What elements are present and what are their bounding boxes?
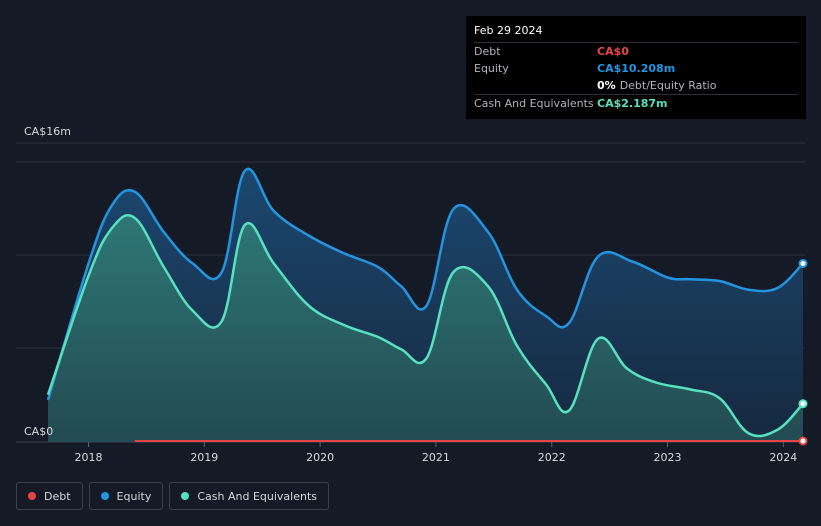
equity-line [46, 167, 804, 401]
legend-dot-equity-icon [100, 492, 109, 500]
x-tick-label: 2019 [190, 451, 218, 464]
tooltip-row-debt: Debt CA$0 [474, 42, 798, 60]
chart-legend: Debt Equity Cash And Equivalents [16, 482, 329, 510]
x-tick-label: 2021 [422, 451, 450, 464]
tooltip-label-equity: Equity [474, 62, 509, 75]
tooltip-row-cash: Cash And Equivalents CA$2.187m [474, 94, 798, 112]
tooltip-row-equity: Equity CA$10.208m [474, 60, 798, 77]
x-tick-label: 2023 [654, 451, 682, 464]
x-tick-label: 2020 [306, 451, 334, 464]
tooltip-value-debt: CA$0 [597, 45, 629, 58]
tooltip-label-debt: Debt [474, 45, 501, 58]
cash-area [48, 215, 803, 442]
cash-end-marker [798, 399, 808, 409]
legend-label-cash: Cash And Equivalents [197, 489, 317, 503]
tooltip-label-ratio [474, 78, 597, 94]
legend-item-debt[interactable]: Debt [16, 482, 83, 510]
legend-label-debt: Debt [44, 489, 71, 503]
tooltip-row-ratio: 0% Debt/Equity Ratio [474, 77, 798, 94]
cash-line [46, 214, 804, 438]
debt-end-marker [798, 436, 808, 446]
legend-label-equity: Equity [116, 489, 152, 503]
tooltip-label-cash: Cash And Equivalents [474, 97, 594, 110]
equity-end-marker [798, 259, 808, 268]
tooltip-ratio-text: Debt/Equity Ratio [619, 79, 717, 92]
tooltip-date: Feb 29 2024 [474, 24, 543, 37]
x-tick-label: 2024 [769, 451, 797, 464]
legend-item-equity[interactable]: Equity [88, 482, 164, 510]
x-tick-label: 2018 [75, 451, 103, 464]
y-axis-top-label: CA$16m [24, 125, 71, 138]
y-axis-bottom-label: CA$0 [24, 425, 53, 438]
legend-dot-cash-icon [181, 492, 190, 500]
x-tick-label: 2022 [538, 451, 566, 464]
tooltip-value-cash: CA$2.187m [597, 97, 668, 110]
legend-dot-debt-icon [28, 492, 36, 500]
tooltip-value-ratio: 0% [597, 79, 616, 92]
legend-item-cash[interactable]: Cash And Equivalents [169, 482, 329, 510]
data-tooltip: Feb 29 2024 Debt CA$0 Equity CA$10.208m … [466, 16, 806, 119]
tooltip-value-equity: CA$10.208m [597, 62, 676, 75]
